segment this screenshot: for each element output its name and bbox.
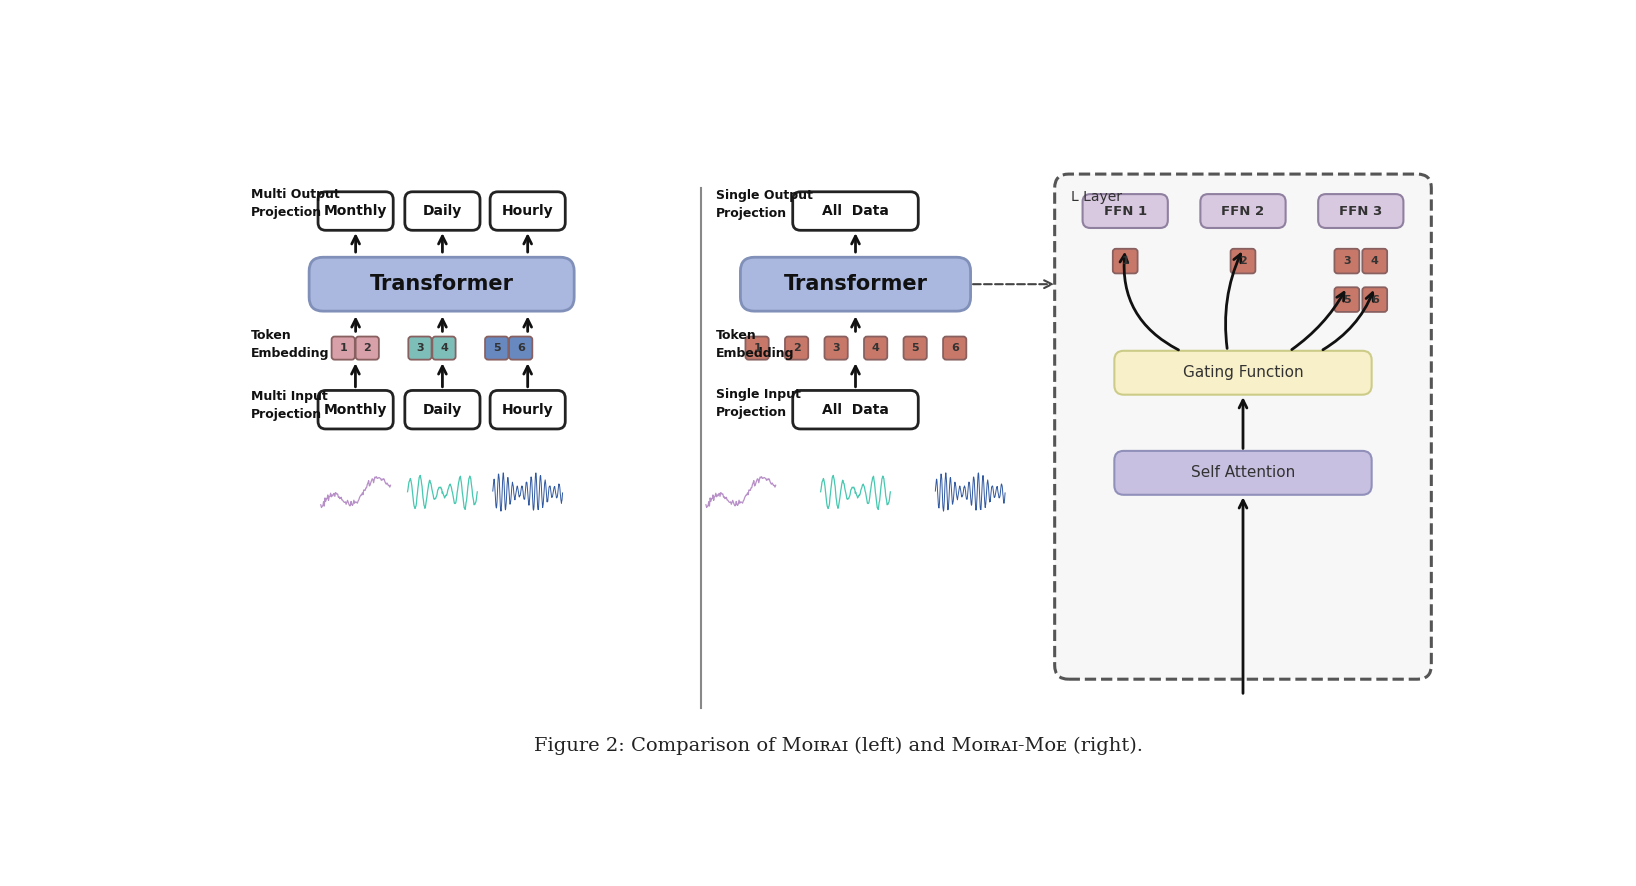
FancyBboxPatch shape [1230,249,1255,274]
Text: FFN 1: FFN 1 [1104,205,1147,218]
FancyBboxPatch shape [1319,194,1404,228]
Text: 2: 2 [793,343,800,354]
FancyBboxPatch shape [825,337,847,360]
Text: Self Attention: Self Attention [1191,465,1296,480]
FancyBboxPatch shape [409,337,432,360]
Text: Single Output
Projection: Single Output Projection [717,190,813,221]
FancyBboxPatch shape [1335,249,1360,274]
Text: All  Data: All Data [821,403,888,416]
FancyBboxPatch shape [864,337,887,360]
Text: 1: 1 [753,343,761,354]
Text: 2: 2 [1238,256,1247,266]
FancyBboxPatch shape [404,191,479,230]
Text: 6: 6 [951,343,959,354]
FancyBboxPatch shape [1363,249,1387,274]
FancyBboxPatch shape [1055,174,1432,680]
FancyBboxPatch shape [903,337,928,360]
FancyBboxPatch shape [432,337,455,360]
Text: Gating Function: Gating Function [1183,365,1304,380]
Text: FFN 2: FFN 2 [1222,205,1265,218]
FancyBboxPatch shape [746,337,769,360]
Text: Multi Input
Projection: Multi Input Projection [250,391,327,422]
Text: Monthly: Monthly [324,204,388,218]
Text: Transformer: Transformer [784,274,928,294]
FancyBboxPatch shape [942,337,967,360]
Text: 6: 6 [517,343,525,354]
Text: Token
Embedding: Token Embedding [250,329,329,360]
Text: 4: 4 [1371,256,1379,266]
Text: 3: 3 [833,343,839,354]
Text: Hourly: Hourly [502,403,553,416]
FancyBboxPatch shape [491,391,566,429]
FancyBboxPatch shape [793,191,918,230]
Text: Daily: Daily [422,403,461,416]
Text: Daily: Daily [422,204,461,218]
FancyBboxPatch shape [785,337,808,360]
Text: 5: 5 [1343,294,1351,305]
Text: Single Input
Projection: Single Input Projection [717,388,802,419]
FancyBboxPatch shape [1112,249,1137,274]
Text: 6: 6 [1371,294,1379,305]
FancyBboxPatch shape [317,191,393,230]
FancyBboxPatch shape [484,337,509,360]
FancyBboxPatch shape [1114,451,1371,494]
FancyBboxPatch shape [1363,287,1387,312]
FancyBboxPatch shape [332,337,355,360]
FancyBboxPatch shape [509,337,532,360]
Text: Figure 2: Comparison of Mᴏɪʀᴀɪ (left) and Mᴏɪʀᴀɪ-Mᴏᴇ (right).: Figure 2: Comparison of Mᴏɪʀᴀɪ (left) an… [533,737,1144,755]
FancyBboxPatch shape [741,257,970,311]
Text: 3: 3 [1343,256,1351,266]
Text: Multi Output
Projection: Multi Output Projection [250,188,340,219]
Text: 1: 1 [1121,256,1129,266]
Text: 5: 5 [911,343,919,354]
FancyBboxPatch shape [491,191,566,230]
Text: Monthly: Monthly [324,403,388,416]
Text: L Layer: L Layer [1072,190,1122,205]
FancyBboxPatch shape [355,337,380,360]
Text: Hourly: Hourly [502,204,553,218]
FancyBboxPatch shape [317,391,393,429]
Text: 2: 2 [363,343,371,354]
FancyBboxPatch shape [404,391,479,429]
FancyBboxPatch shape [1201,194,1286,228]
Text: 1: 1 [339,343,347,354]
FancyBboxPatch shape [1083,194,1168,228]
FancyBboxPatch shape [1114,351,1371,394]
Text: 3: 3 [416,343,424,354]
FancyBboxPatch shape [793,391,918,429]
Text: FFN 3: FFN 3 [1340,205,1382,218]
Text: 4: 4 [440,343,448,354]
Text: Token
Embedding: Token Embedding [717,329,795,360]
Text: All  Data: All Data [821,204,888,218]
Text: 4: 4 [872,343,880,354]
Text: Transformer: Transformer [370,274,514,294]
Text: 5: 5 [492,343,501,354]
FancyBboxPatch shape [1335,287,1360,312]
FancyBboxPatch shape [309,257,574,311]
